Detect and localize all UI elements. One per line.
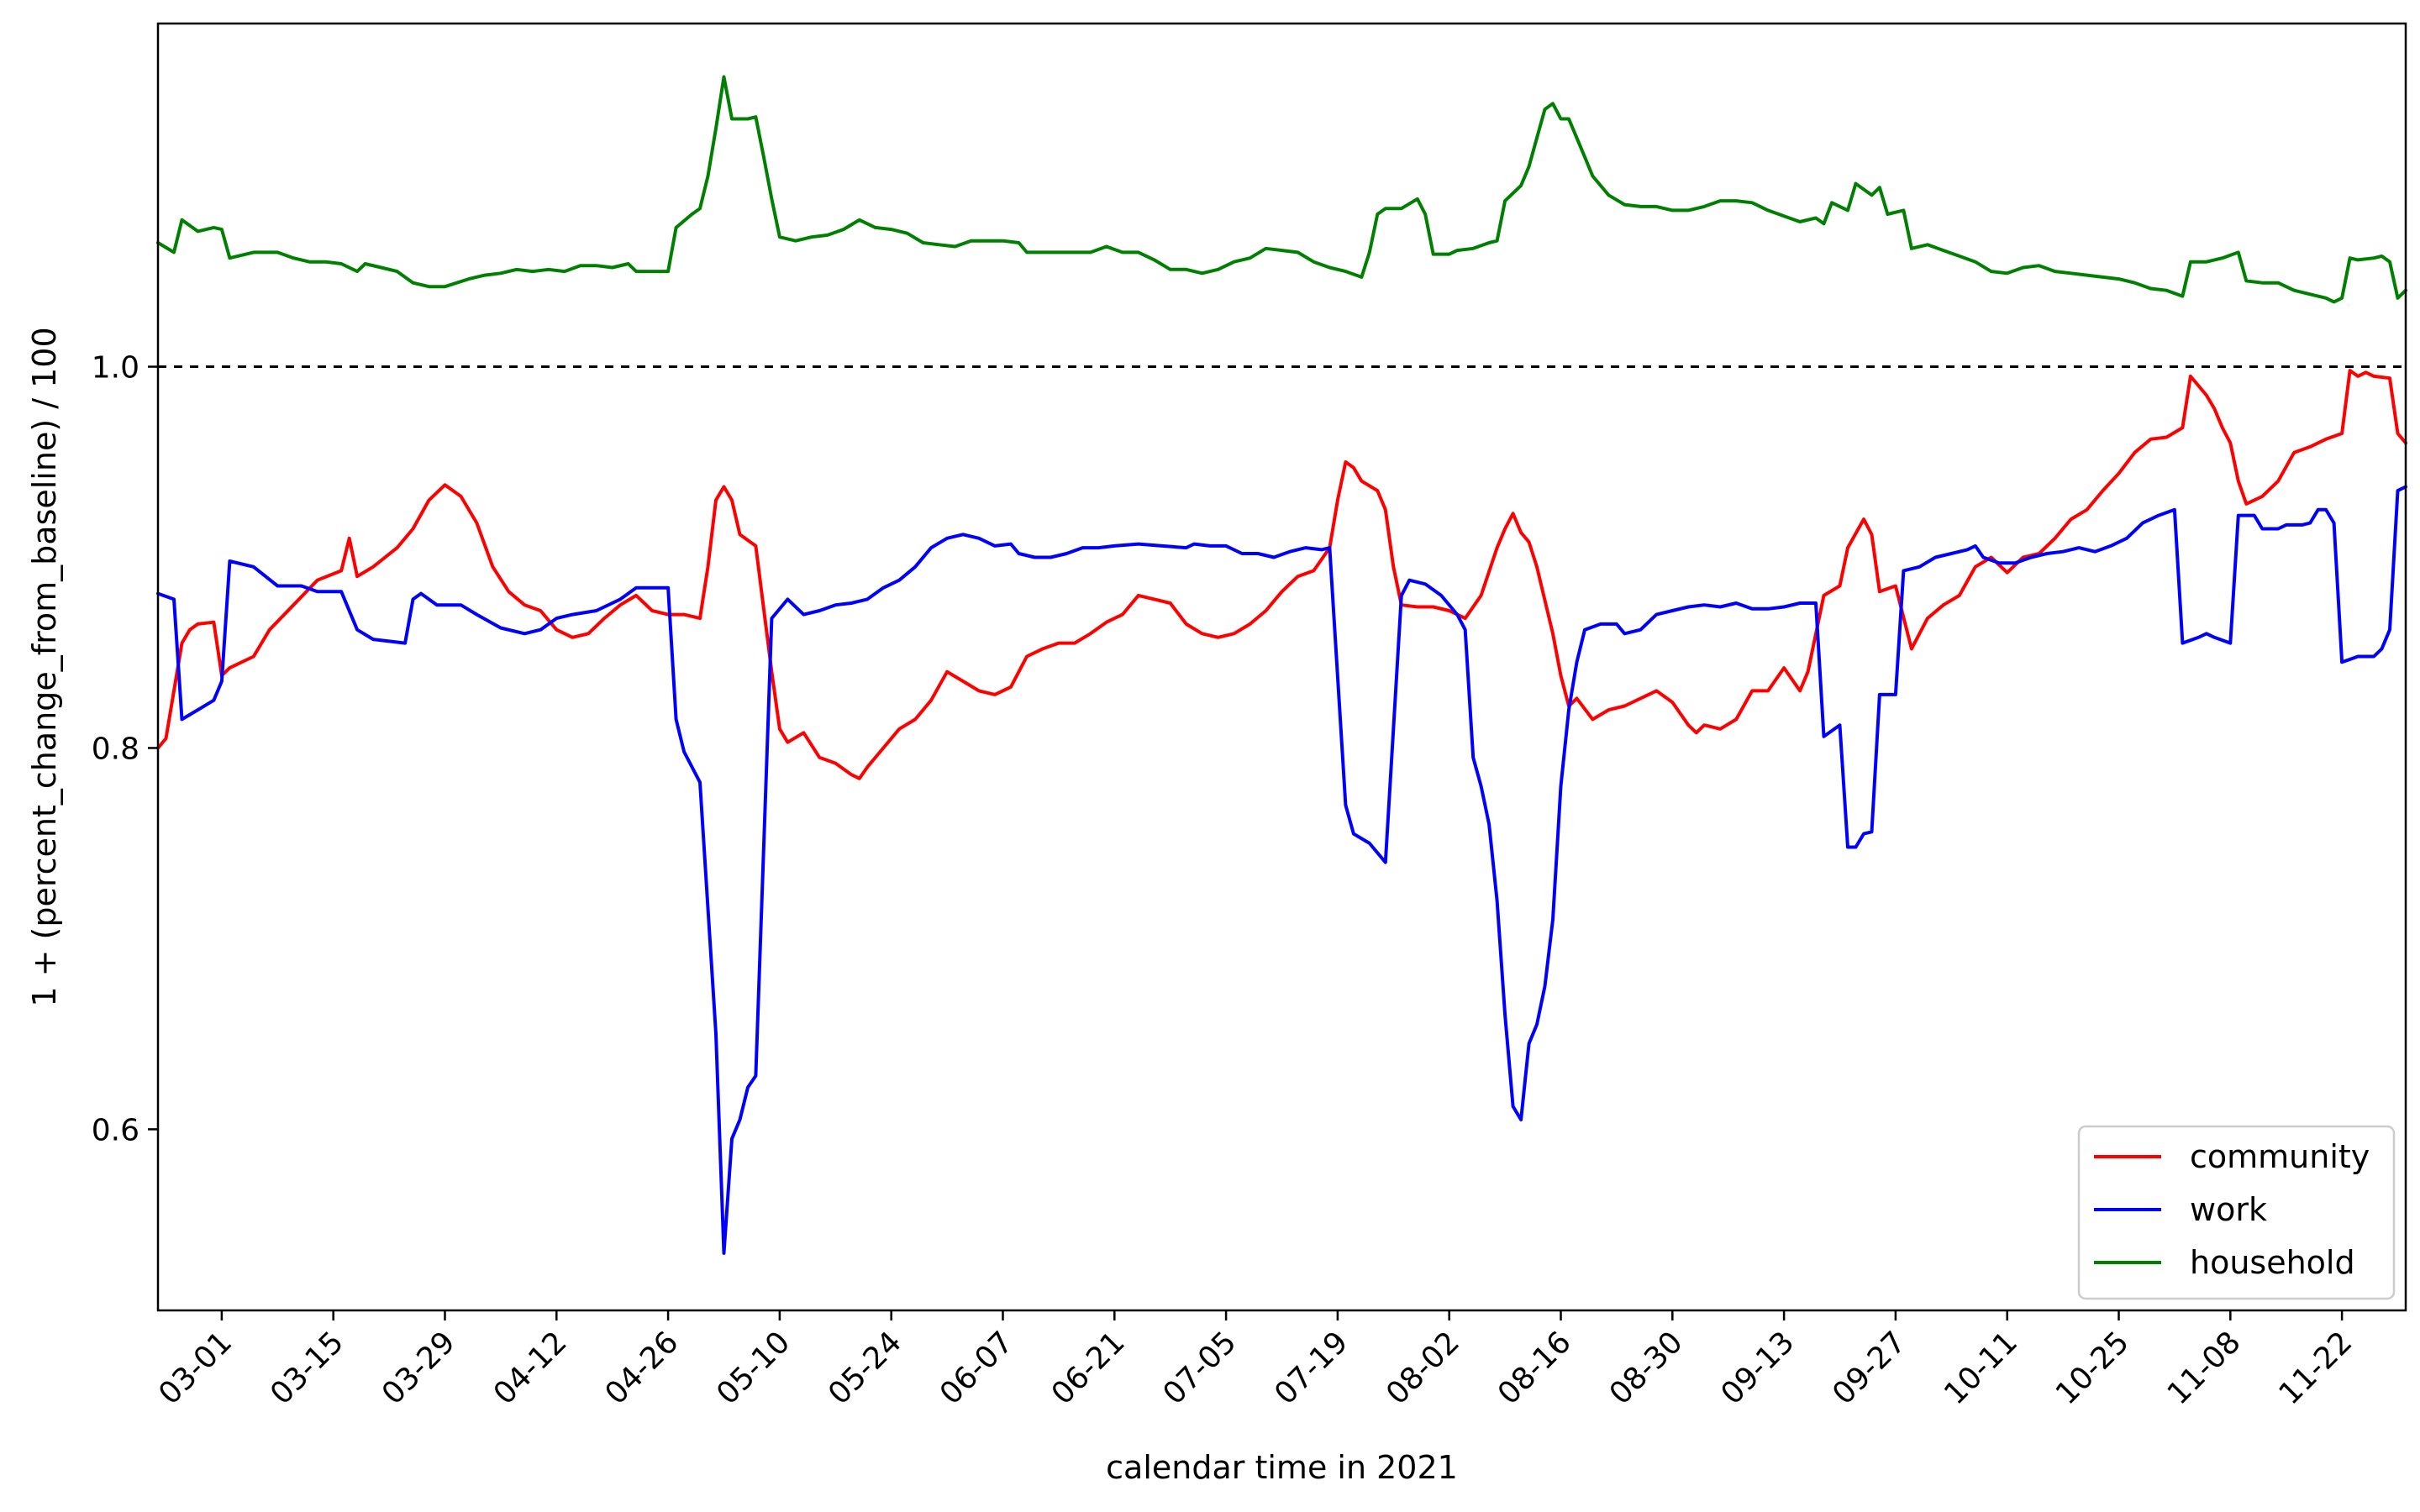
y-axis: 0.6 0.8 1.0 — [92, 351, 158, 1147]
y-tick-label: 0.6 — [92, 1113, 139, 1147]
series-group — [156, 75, 2407, 1255]
y-tick-label: 0.8 — [92, 732, 139, 766]
legend-label-household: household — [2190, 1244, 2355, 1281]
x-axis-label: calendar time in 2021 — [1106, 1449, 1458, 1486]
legend: community work household — [2077, 1125, 2396, 1300]
y-tick-label: 1.0 — [92, 351, 139, 386]
legend-box — [2077, 1125, 2396, 1300]
legend-label-work: work — [2190, 1191, 2267, 1228]
plot-area-frame — [156, 22, 2407, 1312]
series-line-community — [156, 369, 2407, 780]
series-line-work — [156, 485, 2407, 1255]
legend-label-community: community — [2190, 1138, 2370, 1175]
y-axis-label: 1 + (percent_change_from_baseline) / 100 — [26, 327, 63, 1006]
series-line-household — [156, 75, 2407, 304]
